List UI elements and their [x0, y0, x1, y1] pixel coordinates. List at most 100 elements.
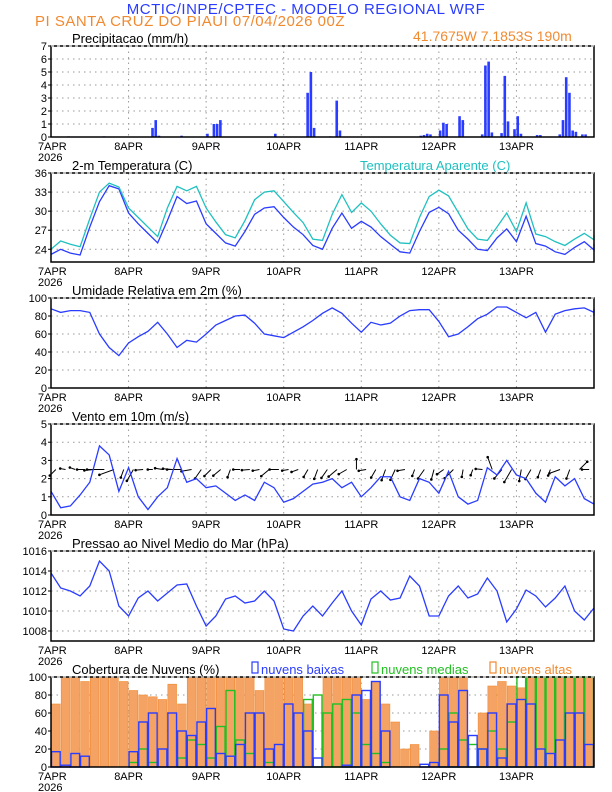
legend-swatch-nuvens-medias	[371, 661, 379, 674]
x-tick-label: 8APR	[114, 519, 143, 531]
cloud-bar-nuvens-altas	[293, 676, 303, 768]
y-tick-label: 3	[41, 93, 47, 105]
wind-vector	[120, 469, 125, 478]
wind-vector-head	[410, 474, 414, 478]
panel-title: Precipitacao (mm/h)	[72, 31, 188, 46]
cloud-bar-nuvens-altas	[128, 690, 139, 768]
legend-swatch-nuvens-altas	[489, 661, 497, 674]
y-tick-label: 1008	[23, 626, 47, 638]
precip-bar	[312, 127, 316, 137]
cloud-bar-nuvens-altas	[264, 676, 274, 768]
wind-vector-head	[85, 468, 89, 471]
precip-bar	[535, 135, 539, 137]
cloud-bar-nuvens-altas	[235, 676, 245, 768]
x-tick-label: 12APR	[421, 645, 456, 657]
plot-frame	[50, 550, 595, 642]
x-tick-label: 13APR	[499, 771, 534, 783]
x-tick-label: 11APR	[344, 645, 378, 657]
wind-vector-head	[380, 478, 383, 482]
y-tick-label: 33	[35, 187, 47, 199]
x-year-label: 2026	[38, 656, 62, 668]
wind-vector-head	[165, 468, 169, 471]
panel-title: Umidade Relativa em 2m (%)	[72, 283, 242, 298]
precip-bar	[561, 120, 565, 137]
x-tick-label: 9APR	[192, 141, 221, 153]
x-tick-label: 8APR	[114, 266, 143, 278]
panel-title: Vento em 10m (m/s)	[72, 409, 189, 424]
wind-vector-head	[357, 469, 361, 473]
wind-vector	[181, 469, 192, 472]
cloud-bar-nuvens-altas	[506, 685, 517, 768]
y-tick-label: 1	[41, 492, 47, 504]
precip-bar	[581, 134, 584, 137]
x-tick-label: 10APR	[266, 392, 301, 404]
x-tick-label: 11APR	[344, 392, 378, 404]
wind-vector	[126, 469, 134, 482]
cloud-bar-nuvens-altas	[186, 676, 197, 768]
x-tick-label: 13APR	[499, 519, 534, 531]
x-tick-label: 7APR	[38, 519, 67, 531]
cloud-bar-nuvens-altas	[283, 676, 294, 768]
precip-bar	[425, 133, 429, 137]
x-tick-label: 10APR	[266, 771, 301, 783]
precip-bar	[487, 61, 490, 137]
wind-vector-head	[119, 476, 123, 479]
wind-vector-head	[585, 460, 589, 464]
plot-frame	[50, 297, 595, 389]
wind-vector-head	[98, 473, 101, 477]
cloud-bar-nuvens-altas	[332, 676, 342, 768]
cloud-bar-nuvens-altas	[157, 699, 168, 768]
page-title: MCTIC/INPE/CPTEC - MODELO REGIONAL WRF	[126, 1, 486, 18]
wind-vector	[430, 469, 435, 480]
wind-vector	[303, 469, 309, 478]
x-tick-label: 9APR	[192, 771, 221, 783]
x-tick-label: 9APR	[192, 392, 221, 404]
y-tick-label: 1010	[23, 606, 47, 618]
x-tick-label: 12APR	[421, 771, 456, 783]
x-year-label: 2026	[38, 152, 62, 164]
x-tick-label: 7APR	[38, 392, 67, 404]
legend-apparent-temp: Temperatura Aparente (C)	[360, 158, 510, 173]
panel-title: Cobertura de Nuvens (%)	[72, 662, 219, 677]
precip-bar	[503, 75, 507, 137]
series-line	[50, 306, 595, 357]
cloud-bar-nuvens-altas	[254, 690, 265, 768]
y-tick-label: 20	[35, 744, 47, 756]
precip-bar	[274, 133, 277, 137]
wind-vector	[503, 469, 513, 483]
cloud-bar-nuvens-altas	[148, 696, 158, 768]
wind-vector-head	[58, 467, 62, 470]
x-tick-label: 7APR	[38, 141, 67, 153]
wind-vector-head	[68, 466, 72, 469]
precip-bar	[513, 129, 516, 137]
cloud-bar-nuvens-altas	[274, 676, 284, 768]
y-tick-label: 4	[41, 437, 47, 449]
wind-vector-head	[259, 474, 263, 478]
wind-vector-head	[226, 475, 229, 479]
wind-vector	[213, 469, 222, 477]
wind-vector	[260, 469, 270, 477]
precip-bar	[506, 121, 510, 137]
wind-vector-head	[290, 470, 293, 474]
cloud-bar-nuvens-baixas	[312, 757, 323, 768]
wind-vector-head	[161, 467, 165, 470]
precip-bar	[500, 133, 503, 137]
x-year-label: 2026	[38, 277, 62, 289]
wind-vector	[579, 461, 588, 470]
x-tick-label: 10APR	[266, 519, 301, 531]
y-tick-label: 80	[35, 690, 47, 702]
wind-vector-head	[212, 474, 215, 477]
y-tick-label: 1014	[23, 566, 47, 578]
wind-vector	[566, 469, 571, 479]
x-tick-label: 13APR	[499, 392, 534, 404]
cloud-bar-nuvens-altas	[390, 721, 400, 768]
x-tick-label: 12APR	[421, 141, 456, 153]
y-tick-label: 60	[35, 329, 47, 341]
y-tick-label: 2	[41, 474, 47, 486]
cloud-bar-nuvens-altas	[351, 676, 362, 768]
y-tick-label: 0	[41, 762, 47, 774]
y-tick-label: 40	[35, 726, 47, 738]
y-tick-label: 1	[41, 119, 47, 131]
panel-precip	[48, 45, 595, 138]
legend-label-nuvens-altas: nuvens altas	[499, 662, 572, 677]
